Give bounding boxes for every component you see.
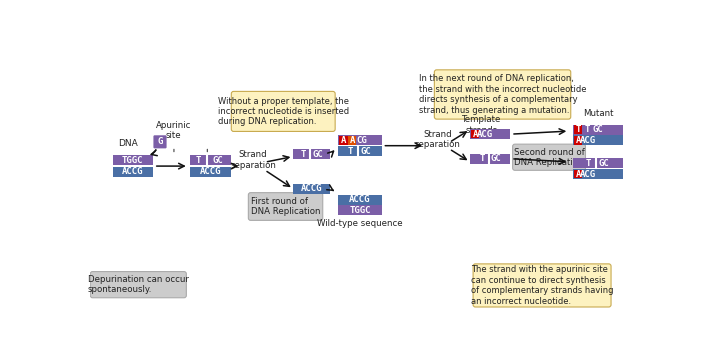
Text: ACG: ACG <box>580 136 596 145</box>
Text: ACG: ACG <box>477 130 493 139</box>
Text: CG: CG <box>356 136 367 145</box>
Text: A: A <box>576 170 581 179</box>
Bar <box>338 194 382 205</box>
Text: In the next round of DNA replication,
the strand with the incorrect nucleotide
d: In the next round of DNA replication, th… <box>419 74 586 114</box>
Bar <box>338 135 382 145</box>
Text: ACCG: ACCG <box>300 184 322 193</box>
Text: A: A <box>341 136 347 145</box>
Text: T: T <box>196 156 201 165</box>
Bar <box>574 170 583 178</box>
Text: GC: GC <box>360 147 371 155</box>
Text: DNA: DNA <box>118 139 138 148</box>
Text: T: T <box>300 150 306 159</box>
Text: A: A <box>349 136 355 145</box>
Text: Mutant: Mutant <box>583 110 613 118</box>
Bar <box>470 154 510 164</box>
FancyBboxPatch shape <box>248 193 323 220</box>
Bar <box>190 155 230 165</box>
Bar <box>470 129 510 139</box>
Text: TGGC: TGGC <box>122 156 144 165</box>
Bar <box>348 136 357 145</box>
Bar <box>292 184 330 194</box>
Bar <box>574 136 583 145</box>
Text: Without a proper template, the
incorrect nucleotide is inserted
during DNA repli: Without a proper template, the incorrect… <box>217 97 349 126</box>
FancyBboxPatch shape <box>513 144 586 170</box>
Text: First round of
DNA Replication: First round of DNA Replication <box>251 197 321 216</box>
Text: T: T <box>576 125 581 134</box>
Bar <box>573 125 622 134</box>
Bar <box>339 136 347 145</box>
FancyBboxPatch shape <box>473 264 611 307</box>
Bar <box>190 167 230 177</box>
Text: Depurination can occur
spontaneously.: Depurination can occur spontaneously. <box>88 275 188 294</box>
Text: Wild-type sequence: Wild-type sequence <box>317 219 403 228</box>
Bar <box>573 158 622 168</box>
FancyBboxPatch shape <box>231 91 335 131</box>
Bar <box>338 205 382 216</box>
Bar <box>573 135 622 145</box>
Text: ACCG: ACCG <box>349 195 370 204</box>
Text: GC: GC <box>313 150 323 159</box>
Bar <box>113 167 153 177</box>
Text: GC: GC <box>213 156 224 165</box>
Text: Second round of
DNA Replication: Second round of DNA Replication <box>513 147 584 167</box>
Bar <box>574 125 583 134</box>
Text: T: T <box>348 147 353 155</box>
Bar <box>471 130 479 138</box>
Text: ACCG: ACCG <box>199 167 221 176</box>
Text: GC: GC <box>593 125 604 134</box>
Bar <box>573 169 622 179</box>
Text: T: T <box>586 159 591 168</box>
Text: The strand with the apurinic site
can continue to direct synthesis
of complement: The strand with the apurinic site can co… <box>471 265 613 305</box>
Text: Strand
separation: Strand separation <box>414 130 461 149</box>
Text: G: G <box>157 137 162 146</box>
Text: GC: GC <box>599 159 609 168</box>
Text: GC: GC <box>491 154 502 163</box>
Text: TGGC: TGGC <box>349 206 370 215</box>
Text: A: A <box>473 130 478 139</box>
Text: ACG: ACG <box>580 170 596 179</box>
Text: T: T <box>585 125 591 134</box>
Bar <box>113 155 153 165</box>
FancyBboxPatch shape <box>90 272 186 298</box>
Text: ACCG: ACCG <box>122 167 144 176</box>
Text: Strand
separation: Strand separation <box>230 150 276 170</box>
Text: T: T <box>479 154 485 163</box>
FancyBboxPatch shape <box>153 135 167 148</box>
Text: Apurinic
site: Apurinic site <box>155 121 191 140</box>
Text: Template
strands: Template strands <box>462 115 501 134</box>
FancyBboxPatch shape <box>435 70 571 119</box>
Bar <box>292 149 330 159</box>
Text: A: A <box>576 136 581 145</box>
Bar <box>338 146 382 156</box>
